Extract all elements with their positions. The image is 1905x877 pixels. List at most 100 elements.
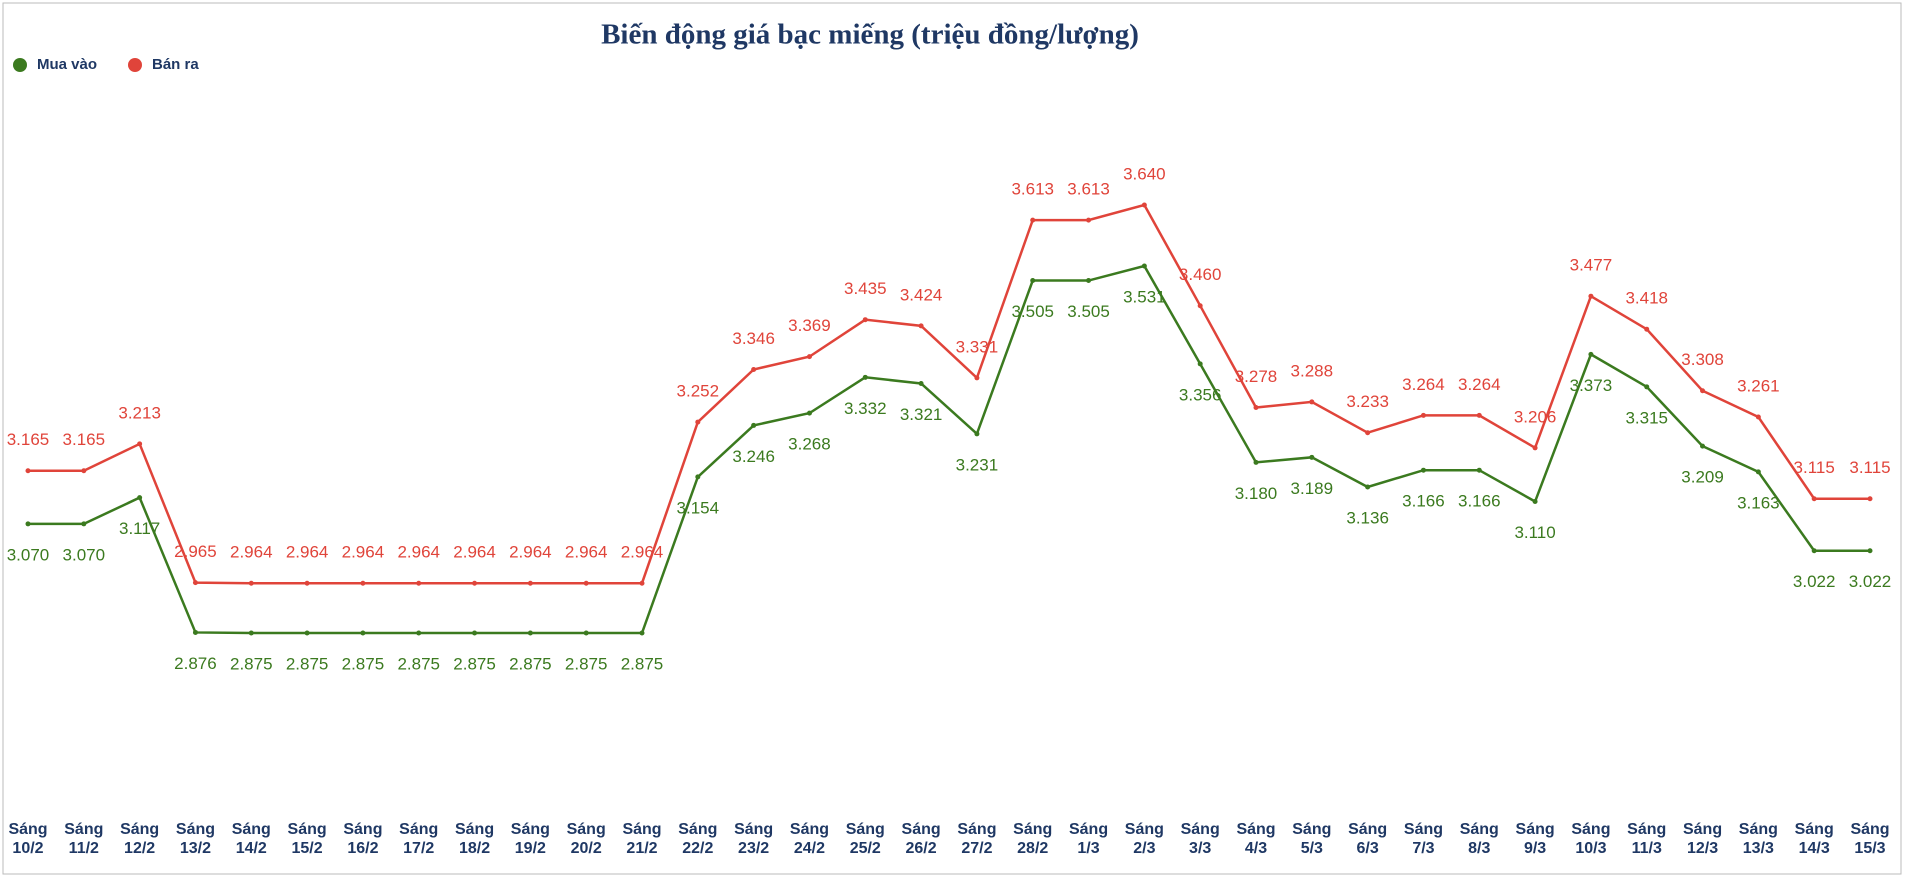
point (1811, 548, 1817, 554)
point (1420, 412, 1426, 418)
value-label: 2.875 (230, 654, 273, 673)
value-label: 3.369 (788, 316, 831, 335)
value-label: 3.332 (844, 399, 887, 418)
point (1141, 263, 1147, 269)
x-tick-label: Sáng 27/2 (957, 821, 997, 857)
value-label: 3.321 (900, 405, 943, 424)
value-label: 3.252 (677, 382, 720, 401)
point (1309, 399, 1315, 405)
point (25, 521, 31, 527)
point (862, 374, 868, 380)
point (416, 630, 422, 636)
point (527, 580, 533, 586)
x-tick-label: Sáng 22/2 (678, 821, 718, 857)
value-label: 2.965 (174, 542, 217, 561)
value-label: 3.278 (1235, 367, 1278, 386)
x-tick-label: Sáng 26/2 (901, 821, 941, 857)
point (751, 366, 757, 372)
value-label: 2.964 (286, 543, 329, 562)
point (1086, 217, 1092, 223)
value-label: 3.288 (1291, 361, 1334, 380)
x-tick-label: Sáng 21/2 (622, 821, 662, 857)
value-label: 3.268 (788, 435, 831, 454)
point (304, 630, 310, 636)
value-label: 3.460 (1179, 265, 1222, 284)
point (1588, 351, 1594, 357)
value-label: 3.505 (1067, 302, 1110, 321)
point (1755, 469, 1761, 475)
value-label: 2.964 (621, 543, 664, 562)
point (1420, 467, 1426, 473)
point (1030, 217, 1036, 223)
x-tick-label: Sáng 12/2 (120, 821, 160, 857)
x-tick-label: Sáng 25/2 (845, 821, 885, 857)
x-tick-label: Sáng 15/3 (1850, 821, 1890, 857)
point (695, 419, 701, 425)
x-tick-label: Sáng 11/3 (1627, 821, 1667, 857)
value-label: 3.189 (1291, 479, 1334, 498)
value-label: 3.613 (1011, 180, 1054, 199)
x-tick-label: Sáng 4/3 (1236, 821, 1276, 857)
value-label: 3.356 (1179, 385, 1222, 404)
point (1141, 202, 1147, 208)
x-tick-label: Sáng 20/2 (566, 821, 606, 857)
point (472, 630, 478, 636)
point (527, 630, 533, 636)
x-tick-label: Sáng 5/3 (1292, 821, 1332, 857)
point (1700, 443, 1706, 449)
value-label: 2.875 (342, 654, 385, 673)
value-label: 3.136 (1346, 508, 1389, 527)
value-label: 3.613 (1067, 180, 1110, 199)
value-label: 3.261 (1737, 377, 1780, 396)
point (1588, 293, 1594, 299)
value-label: 3.180 (1235, 484, 1278, 503)
point (806, 410, 812, 416)
value-label: 3.110 (1514, 523, 1555, 542)
value-label: 3.165 (7, 430, 50, 449)
point (25, 468, 31, 474)
value-label: 3.246 (732, 447, 775, 466)
point (639, 580, 645, 586)
value-label: 3.435 (844, 279, 887, 298)
value-label: 2.964 (230, 543, 273, 562)
point (1365, 484, 1371, 490)
point (1811, 496, 1817, 502)
x-tick-label: Sáng 12/3 (1682, 821, 1723, 857)
point (1532, 499, 1538, 505)
legend-label: Mua vào (37, 56, 97, 73)
series-line (28, 264, 1870, 635)
x-tick-label: Sáng 18/2 (454, 821, 495, 857)
value-label: 3.117 (119, 519, 160, 538)
value-label: 3.115 (1794, 458, 1835, 477)
chart-title: Biến động giá bạc miếng (triệu đồng/lượn… (601, 19, 1139, 51)
x-tick-label: Sáng 14/2 (231, 821, 271, 857)
point (974, 375, 980, 381)
value-label: 3.308 (1681, 350, 1724, 369)
value-label: 3.166 (1458, 492, 1501, 511)
x-tick-label: Sáng 9/3 (1515, 821, 1555, 857)
value-label: 3.315 (1625, 408, 1668, 427)
x-tick-label: Sáng 28/2 (1013, 821, 1053, 857)
point (1867, 496, 1873, 502)
point (1197, 303, 1203, 309)
legend-label: Bán ra (152, 56, 199, 73)
legend-marker (128, 58, 142, 72)
point (248, 630, 254, 636)
value-label: 3.531 (1123, 287, 1166, 306)
value-label: 2.964 (509, 543, 552, 562)
value-label: 3.165 (63, 430, 106, 449)
value-label: 3.373 (1570, 376, 1613, 395)
x-tick-label: Sáng 7/3 (1403, 821, 1444, 857)
value-label: 3.022 (1793, 572, 1836, 591)
x-tick-label: Sáng 10/2 (8, 821, 48, 857)
value-label: 3.163 (1737, 493, 1780, 512)
value-label: 3.213 (118, 403, 161, 422)
value-label: 3.206 (1514, 407, 1557, 426)
value-label: 3.418 (1625, 289, 1668, 308)
x-tick-label: Sáng 17/2 (399, 821, 439, 857)
point (583, 630, 589, 636)
value-label: 3.505 (1011, 302, 1054, 321)
point (1476, 467, 1482, 473)
point (639, 630, 645, 636)
